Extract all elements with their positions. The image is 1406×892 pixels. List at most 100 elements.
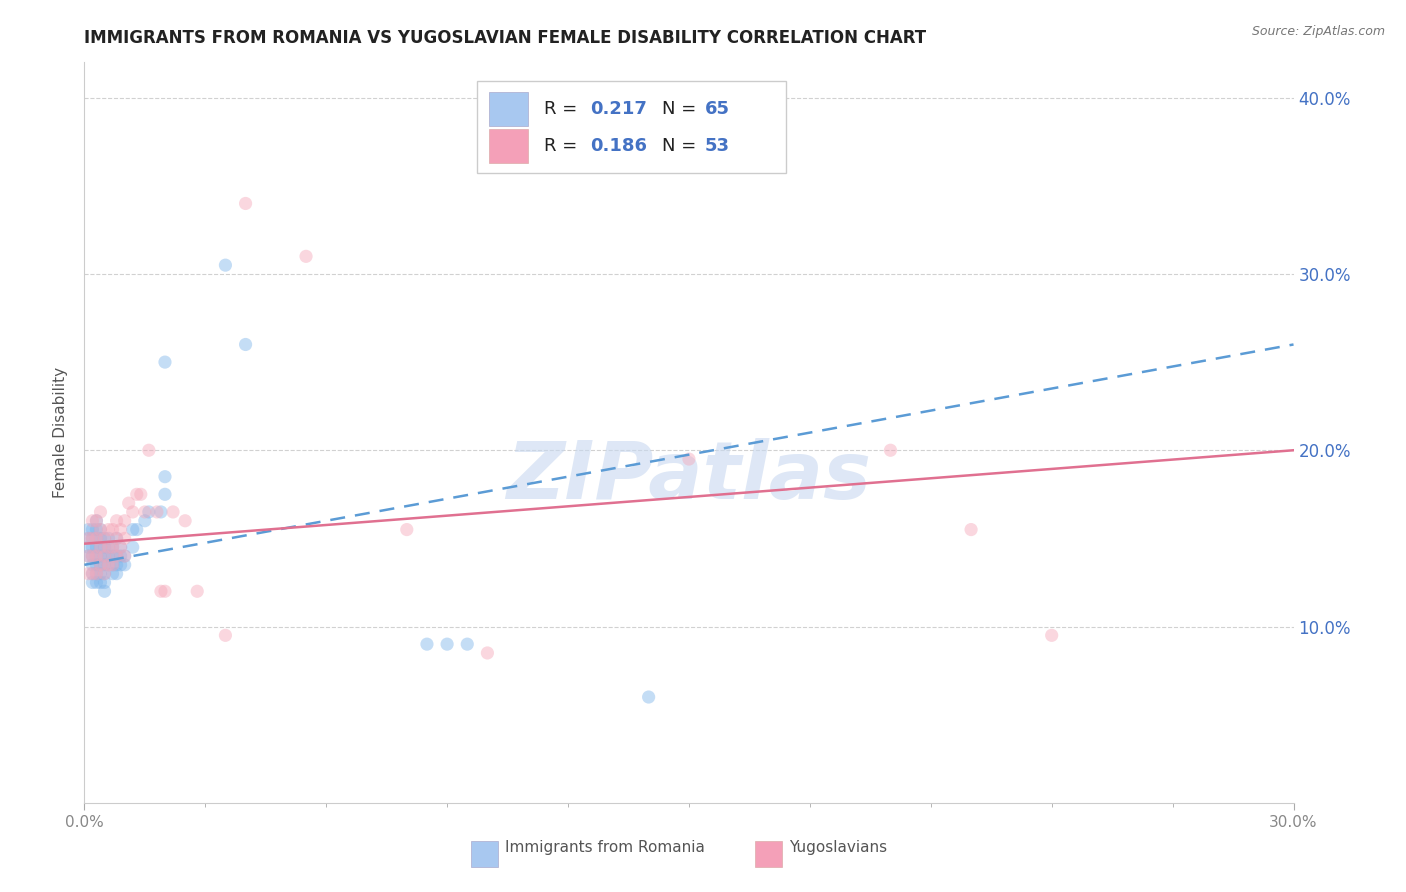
Point	[89, 558, 111, 572]
Point	[110, 558, 132, 572]
Point	[82, 532, 104, 546]
Point	[134, 505, 156, 519]
Point	[138, 443, 160, 458]
Point	[82, 523, 104, 537]
Point	[89, 575, 111, 590]
Point	[101, 540, 124, 554]
Point	[97, 540, 120, 554]
Text: N =: N =	[662, 100, 703, 118]
Text: N =: N =	[662, 137, 703, 155]
Point	[146, 505, 169, 519]
Point	[93, 540, 115, 554]
Point	[101, 558, 124, 572]
Point	[101, 540, 124, 554]
Point	[93, 584, 115, 599]
Point	[89, 523, 111, 537]
Point	[86, 558, 108, 572]
Point	[235, 196, 257, 211]
Point	[105, 549, 128, 563]
Point	[101, 523, 124, 537]
Text: 65: 65	[704, 100, 730, 118]
Point	[153, 487, 176, 501]
Text: Immigrants from Romania: Immigrants from Romania	[505, 840, 704, 855]
Text: Source: ZipAtlas.com: Source: ZipAtlas.com	[1251, 25, 1385, 38]
FancyBboxPatch shape	[478, 81, 786, 173]
Point	[436, 637, 458, 651]
Point	[214, 258, 236, 272]
Point	[295, 249, 318, 263]
FancyBboxPatch shape	[489, 129, 529, 162]
Point	[105, 532, 128, 546]
Text: 0.217: 0.217	[589, 100, 647, 118]
Point	[86, 575, 108, 590]
Point	[97, 532, 120, 546]
Point	[114, 549, 136, 563]
Text: R =: R =	[544, 100, 583, 118]
FancyBboxPatch shape	[755, 841, 782, 867]
Point	[82, 532, 104, 546]
Point	[101, 549, 124, 563]
Point	[125, 523, 148, 537]
Point	[97, 540, 120, 554]
Point	[89, 523, 111, 537]
Point	[89, 558, 111, 572]
Point	[101, 566, 124, 581]
Point	[134, 514, 156, 528]
Point	[114, 532, 136, 546]
Point	[214, 628, 236, 642]
Point	[153, 469, 176, 483]
Text: ZIPatlas: ZIPatlas	[506, 438, 872, 516]
Point	[118, 496, 141, 510]
Point	[86, 549, 108, 563]
Point	[86, 566, 108, 581]
Point	[395, 523, 418, 537]
Point	[93, 558, 115, 572]
Point	[86, 514, 108, 528]
Point	[86, 532, 108, 546]
Point	[97, 558, 120, 572]
FancyBboxPatch shape	[471, 841, 498, 867]
Point	[77, 549, 100, 563]
Text: 53: 53	[704, 137, 730, 155]
Point	[114, 549, 136, 563]
Point	[960, 523, 983, 537]
Point	[82, 549, 104, 563]
Point	[93, 566, 115, 581]
Point	[114, 514, 136, 528]
Point	[97, 523, 120, 537]
Point	[153, 584, 176, 599]
Point	[93, 575, 115, 590]
Point	[86, 523, 108, 537]
Point	[77, 549, 100, 563]
Point	[82, 575, 104, 590]
Point	[105, 566, 128, 581]
Point	[114, 558, 136, 572]
Point	[89, 566, 111, 581]
Point	[149, 584, 172, 599]
Point	[235, 337, 257, 351]
Point	[125, 487, 148, 501]
Point	[416, 637, 439, 651]
Point	[138, 505, 160, 519]
Point	[86, 514, 108, 528]
Point	[77, 532, 100, 546]
Point	[174, 514, 197, 528]
Point	[105, 558, 128, 572]
Point	[93, 532, 115, 546]
Text: IMMIGRANTS FROM ROMANIA VS YUGOSLAVIAN FEMALE DISABILITY CORRELATION CHART: IMMIGRANTS FROM ROMANIA VS YUGOSLAVIAN F…	[84, 29, 927, 47]
Point	[89, 505, 111, 519]
Point	[121, 540, 143, 554]
Point	[105, 514, 128, 528]
Point	[89, 540, 111, 554]
Point	[149, 505, 172, 519]
Point	[86, 566, 108, 581]
Point	[129, 487, 152, 501]
Point	[477, 646, 499, 660]
Point	[86, 549, 108, 563]
Point	[77, 540, 100, 554]
Text: R =: R =	[544, 137, 583, 155]
Point	[86, 532, 108, 546]
Point	[110, 523, 132, 537]
Point	[121, 505, 143, 519]
Point	[678, 452, 700, 467]
